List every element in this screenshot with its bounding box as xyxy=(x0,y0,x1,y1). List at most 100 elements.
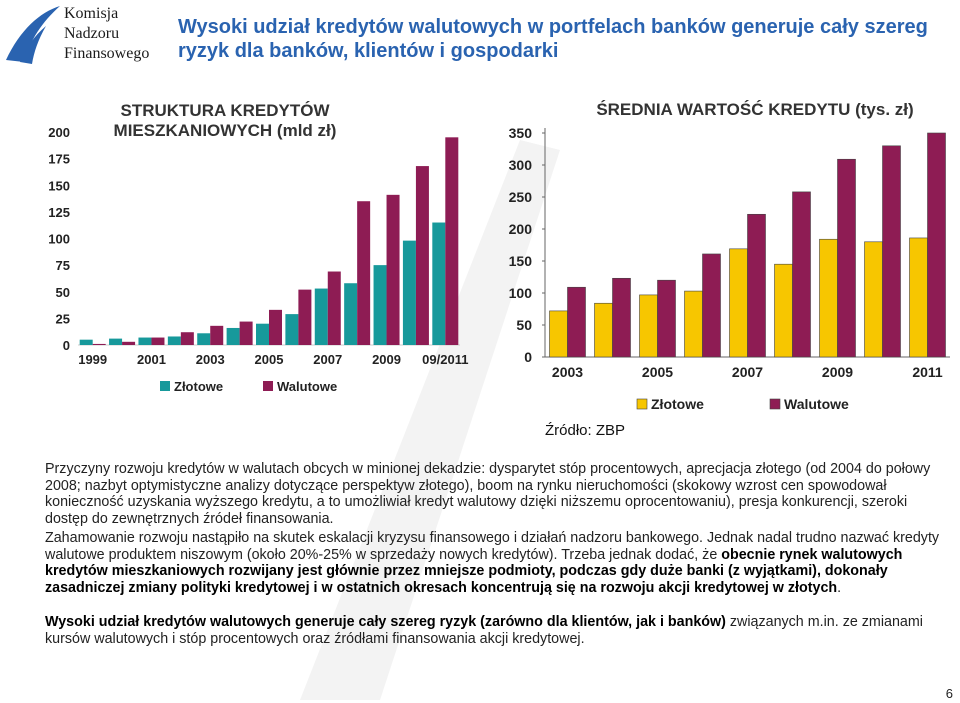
text-run: obecnie rynek walutowych kredytów mieszk… xyxy=(45,546,903,596)
bar xyxy=(285,314,299,345)
x-tick-label: 1999 xyxy=(78,352,107,367)
slide-title: Wysoki udział kredytów walutowych w port… xyxy=(178,16,928,62)
logo-swoosh xyxy=(6,6,60,62)
x-tick-label: 2011 xyxy=(912,364,943,380)
paragraph: Przyczyny rozwoju kredytów w walutach ob… xyxy=(45,461,950,527)
chart-title: ŚREDNIA WARTOŚĆ KREDYTU (tys. zł) xyxy=(596,100,914,119)
bar xyxy=(819,238,838,358)
x-tick-label: 2007 xyxy=(313,352,342,367)
bar xyxy=(567,286,586,358)
x-tick-label: 2005 xyxy=(642,364,673,380)
bar xyxy=(92,343,106,345)
y-tick-label: 250 xyxy=(509,189,533,205)
bar xyxy=(151,337,165,345)
legend-label: Złotowe xyxy=(174,379,223,394)
bar xyxy=(639,294,658,358)
bar xyxy=(373,265,387,345)
bar xyxy=(386,194,400,345)
y-tick-label: 300 xyxy=(509,157,533,173)
bar xyxy=(167,336,181,345)
bar xyxy=(432,222,446,345)
bar xyxy=(226,327,240,345)
x-tick-label: 09/2011 xyxy=(422,352,468,367)
bar xyxy=(327,271,341,345)
bar xyxy=(357,201,371,345)
bar xyxy=(314,288,328,345)
body-text: Przyczyny rozwoju kredytów w walutach ob… xyxy=(45,461,950,650)
bar xyxy=(927,132,946,358)
bar xyxy=(774,263,793,358)
bar xyxy=(684,290,703,358)
bar xyxy=(594,302,613,358)
y-tick-label: 0 xyxy=(63,338,70,353)
y-tick-label: 200 xyxy=(48,125,70,140)
legend-swatch xyxy=(160,381,170,391)
bar xyxy=(122,341,136,345)
logo-line: Komisja xyxy=(64,5,119,22)
y-tick-label: 175 xyxy=(48,152,70,167)
bar xyxy=(138,337,152,345)
legend-label: Walutowe xyxy=(784,396,849,412)
bar xyxy=(239,321,253,345)
text-run: . xyxy=(837,579,842,596)
bar xyxy=(702,253,721,358)
y-tick-label: 150 xyxy=(509,253,533,269)
bar xyxy=(415,166,429,345)
y-tick-label: 75 xyxy=(56,258,70,273)
y-tick-label: 25 xyxy=(56,311,70,326)
source: Źródło: ZBP xyxy=(545,422,626,439)
legend-label: Złotowe xyxy=(651,396,704,412)
bar xyxy=(210,325,224,345)
legend-label: Walutowe xyxy=(277,379,337,394)
bar xyxy=(344,283,358,345)
bar xyxy=(549,310,568,358)
y-tick-label: 100 xyxy=(48,232,70,247)
x-tick-label: 2009 xyxy=(372,352,401,367)
y-tick-label: 125 xyxy=(48,205,70,220)
logo-text: Komisja Nadzoru Finansowego xyxy=(64,4,149,64)
logo-line: Nadzoru xyxy=(64,25,120,42)
y-tick-label: 0 xyxy=(524,349,532,365)
bar xyxy=(109,338,123,345)
bar xyxy=(612,277,631,358)
bar xyxy=(197,333,211,345)
legend-swatch xyxy=(769,398,781,410)
paragraph: Zahamowanie rozwoju nastąpiło na skutek … xyxy=(45,530,950,596)
x-tick-label: 2001 xyxy=(137,352,166,367)
chart-title: STRUKTURA KREDYTÓW MIESZKANIOWYCH (mld z… xyxy=(113,101,337,140)
watermark xyxy=(300,140,560,700)
bar xyxy=(909,237,928,358)
y-tick-label: 50 xyxy=(516,317,532,333)
bar xyxy=(882,145,901,358)
text-run: związanych m.in. ze zmianami kursów walu… xyxy=(45,614,923,647)
logo-line: Finansowego xyxy=(64,45,150,62)
y-tick-label: 150 xyxy=(48,178,70,193)
bar xyxy=(269,309,282,345)
y-tick-label: 50 xyxy=(56,285,70,300)
bar xyxy=(79,339,93,345)
bar xyxy=(402,240,416,345)
y-tick-label: 350 xyxy=(509,125,533,141)
bar xyxy=(792,191,811,358)
text-run: Zahamowanie rozwoju nastąpiło na skutek … xyxy=(45,530,940,563)
y-tick-label: 200 xyxy=(509,221,533,237)
bar xyxy=(256,323,269,345)
bar xyxy=(729,248,748,358)
x-tick-label: 2007 xyxy=(732,364,763,380)
page-number: 6 xyxy=(945,686,953,701)
bar xyxy=(657,279,676,358)
x-tick-label: 2009 xyxy=(822,364,853,380)
bar xyxy=(837,158,856,358)
x-tick-label: 2003 xyxy=(552,364,583,380)
y-tick-label: 100 xyxy=(509,285,533,301)
x-tick-label: 2005 xyxy=(255,352,284,367)
bar xyxy=(298,289,312,345)
legend-swatch xyxy=(263,381,273,391)
legend-swatch xyxy=(636,398,648,410)
paragraph: Wysoki udział kredytów walutowych generu… xyxy=(45,614,950,647)
x-tick-label: 2003 xyxy=(196,352,225,367)
bar xyxy=(864,241,883,358)
text-run: Przyczyny rozwoju kredytów w walutach ob… xyxy=(45,461,931,527)
